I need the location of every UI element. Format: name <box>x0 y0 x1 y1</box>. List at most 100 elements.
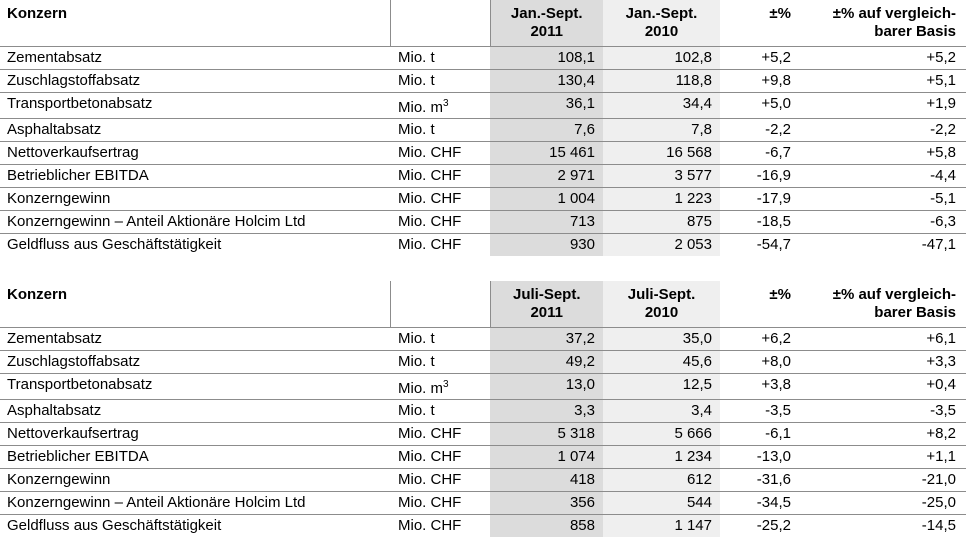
row-label: Zuschlagstoffabsatz <box>0 69 390 93</box>
table-row: Konzerngewinn Mio. CHF 1 004 1 223 -17,9 -5,1 <box>0 187 966 211</box>
current-period-value: 3,3 <box>490 399 603 423</box>
row-unit: Mio. t <box>390 399 490 423</box>
current-period-value: 36,1 <box>490 92 603 119</box>
comparable-basis-value: -25,0 <box>799 491 966 515</box>
prior-period-value: 2 053 <box>603 233 720 256</box>
table-row: Asphaltabsatz Mio. t 7,6 7,8 -2,2 -2,2 <box>0 118 966 142</box>
unit-header <box>390 281 491 328</box>
prior-period-value: 45,6 <box>603 350 720 374</box>
comparable-basis-value: +1,9 <box>799 92 966 119</box>
unit-text: Mio. t <box>398 121 435 138</box>
prior-period-header-line-1: Jan.-Sept. <box>625 5 698 22</box>
comparable-basis-value: +8,2 <box>799 422 966 446</box>
table-row: Transportbetonabsatz Mio. m3 36,1 34,4 +5,0 +… <box>0 92 966 119</box>
comparable-basis-value: -14,5 <box>799 514 966 537</box>
row-unit: Mio. CHF <box>390 468 490 492</box>
table-row: Betrieblicher EBITDA Mio. CHF 2 971 3 577 -1… <box>0 164 966 188</box>
unit-text: Mio. CHF <box>398 213 462 230</box>
table-row: Betrieblicher EBITDA Mio. CHF 1 074 1 234 -1… <box>0 445 966 469</box>
unit-superscript: 3 <box>443 379 449 390</box>
change-percent-value: -18,5 <box>720 210 799 234</box>
table-row: Zuschlagstoffabsatz Mio. t 49,2 45,6 +8,0 +3,… <box>0 350 966 374</box>
row-label: Betrieblicher EBITDA <box>0 445 390 469</box>
unit-text: Mio. CHF <box>398 471 462 488</box>
row-unit: Mio. CHF <box>390 187 490 211</box>
change-percent-value: +5,2 <box>720 46 799 70</box>
unit-text: Mio. CHF <box>398 425 462 442</box>
unit-text: Mio. CHF <box>398 448 462 465</box>
prior-period-value: 118,8 <box>603 69 720 93</box>
change-percent-value: +9,8 <box>720 69 799 93</box>
unit-text: Mio. CHF <box>398 517 462 534</box>
row-unit: Mio. t <box>390 118 490 142</box>
prior-period-value: 612 <box>603 468 720 492</box>
comparable-basis-value: +5,2 <box>799 46 966 70</box>
prior-period-value: 7,8 <box>603 118 720 142</box>
table-row: Konzerngewinn – Anteil Aktionäre Holcim … <box>0 491 966 515</box>
row-label: Asphaltabsatz <box>0 118 390 142</box>
unit-superscript: 3 <box>443 98 449 109</box>
current-period-value: 930 <box>490 233 603 256</box>
table-row: Zementabsatz Mio. t 108,1 102,8 +5,2 +5,2 <box>0 46 966 70</box>
change-percent-value: -34,5 <box>720 491 799 515</box>
comparable-basis-value: -21,0 <box>799 468 966 492</box>
current-period-value: 37,2 <box>490 327 603 351</box>
current-period-header-line-2: 2011 <box>530 304 564 321</box>
table-row: Geldfluss aus Geschäftstätigkeit Mio. CHF… <box>0 514 966 537</box>
row-unit: Mio. CHF <box>390 164 490 188</box>
unit-text: Mio. t <box>398 49 435 66</box>
comparable-basis-value: +3,3 <box>799 350 966 374</box>
table-row: Nettoverkaufsertrag Mio. CHF 15 461 16 568-… <box>0 141 966 165</box>
comparable-basis-value: -4,4 <box>799 164 966 188</box>
current-period-value: 2 971 <box>490 164 603 188</box>
row-label: Konzerngewinn – Anteil Aktionäre Holcim … <box>0 491 390 515</box>
row-label: Konzerngewinn <box>0 468 390 492</box>
prior-period-header: Juli-Sept. 2010 <box>603 281 720 328</box>
prior-period-value: 1 234 <box>603 445 720 469</box>
current-period-value: 13,0 <box>490 373 603 400</box>
comparable-basis-value: +5,8 <box>799 141 966 165</box>
table-row: Transportbetonabsatz Mio. m3 13,0 12,5 +3,8 +… <box>0 373 966 400</box>
change-percent-header: ±% <box>769 5 791 22</box>
table-row: Konzerngewinn – Anteil Aktionäre Holcim … <box>0 210 966 234</box>
change-percent-header: ±% <box>769 286 791 303</box>
comparable-basis-header: ±% auf vergleich-barer Basis <box>799 281 966 328</box>
row-unit: Mio. CHF <box>390 233 490 256</box>
row-unit: Mio. t <box>390 46 490 70</box>
row-unit: Mio. t <box>390 327 490 351</box>
row-unit: Mio. CHF <box>390 445 490 469</box>
row-unit: Mio. CHF <box>390 141 490 165</box>
row-label: Betrieblicher EBITDA <box>0 164 390 188</box>
prior-period-header-line-2: 2010 <box>644 23 679 40</box>
current-period-value: 713 <box>490 210 603 234</box>
change-percent-value: -16,9 <box>720 164 799 188</box>
prior-period-value: 12,5 <box>603 373 720 400</box>
row-label: Transportbetonabsatz <box>0 373 390 400</box>
current-period-value: 1 074 <box>490 445 603 469</box>
row-label: Geldfluss aus Geschäftstätigkeit <box>0 514 390 537</box>
prior-period-value: 16 568 <box>603 141 720 165</box>
change-percent-value: -2,2 <box>720 118 799 142</box>
comparable-basis-value: +1,1 <box>799 445 966 469</box>
prior-period-value: 102,8 <box>603 46 720 70</box>
header-row: Konzern Juli-Sept. 2011 Juli-Sept. 2010 ±% ±% … <box>0 281 966 328</box>
current-period-header-line-1: Jan.-Sept. <box>510 5 583 22</box>
comparable-basis-value: -2,2 <box>799 118 966 142</box>
current-period-value: 1 004 <box>490 187 603 211</box>
prior-period-header-line-1: Juli-Sept. <box>627 286 696 303</box>
row-label: Zuschlagstoffabsatz <box>0 350 390 374</box>
row-label: Konzerngewinn – Anteil Aktionäre Holcim … <box>0 210 390 234</box>
current-period-value: 15 461 <box>490 141 603 165</box>
current-period-value: 49,2 <box>490 350 603 374</box>
row-unit: Mio. t <box>390 350 490 374</box>
prior-period-value: 3 577 <box>603 164 720 188</box>
unit-text: Mio. CHF <box>398 494 462 511</box>
comparable-basis-value: +5,1 <box>799 69 966 93</box>
current-period-value: 7,6 <box>490 118 603 142</box>
comparable-basis-value: -6,3 <box>799 210 966 234</box>
key-figures-table-jan-sept: Konzern Jan.-Sept. 2011 Jan.-Sept. 2010 ±% ±% … <box>0 0 966 256</box>
change-percent-value: +3,8 <box>720 373 799 400</box>
change-percent-value: -6,1 <box>720 422 799 446</box>
table-title: Konzern <box>0 281 391 328</box>
row-unit: Mio. CHF <box>390 422 490 446</box>
